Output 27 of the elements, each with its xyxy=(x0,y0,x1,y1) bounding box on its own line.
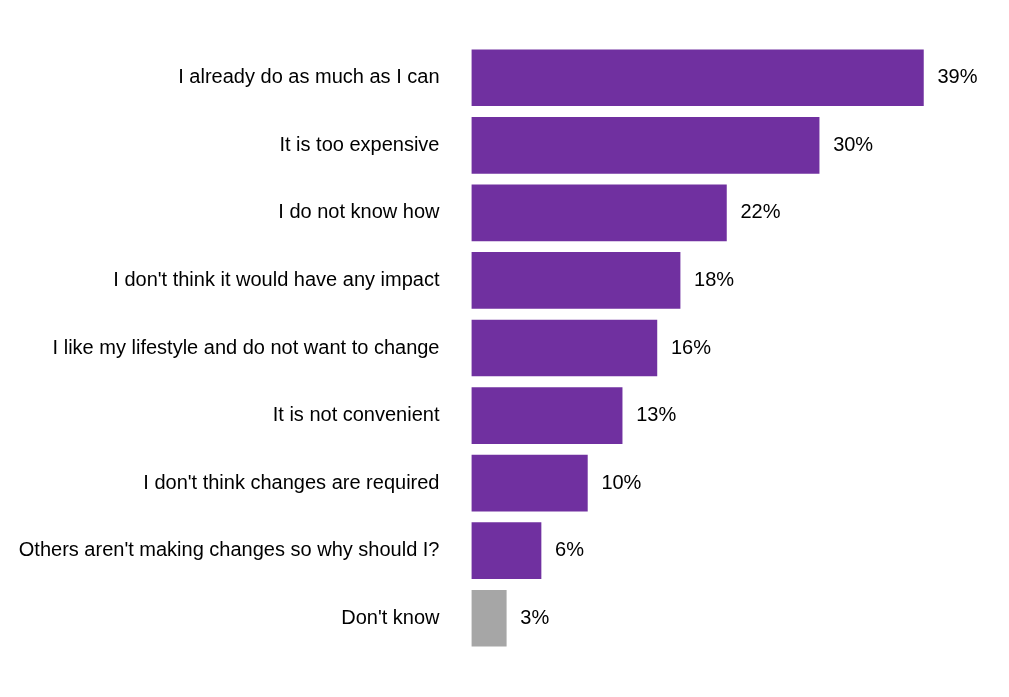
y-tick-label: It is not convenient xyxy=(272,403,440,426)
data-label: 6% xyxy=(555,538,585,561)
data-label: 16% xyxy=(670,335,712,358)
bar xyxy=(471,319,658,377)
data-label: 13% xyxy=(636,403,677,426)
y-tick-label: Don't know xyxy=(341,605,441,628)
y-tick-label: I don't think it would have any impact xyxy=(113,267,440,290)
bar xyxy=(471,117,820,174)
y-tick-label: Others aren't making changes so why should I? xyxy=(18,538,440,561)
bar xyxy=(471,184,727,242)
bar xyxy=(471,454,588,512)
bar xyxy=(471,252,681,309)
y-tick-label: I like my lifestyle and do not want to change xyxy=(52,335,440,358)
data-label: 3% xyxy=(520,605,550,628)
bar xyxy=(471,387,623,444)
data-label: 30% xyxy=(833,132,874,155)
y-tick-label: It is too expensive xyxy=(279,132,440,155)
data-label: 39% xyxy=(937,65,978,88)
bar xyxy=(471,49,924,107)
y-tick-label: I already do as much as I can xyxy=(178,65,440,88)
y-tick-label: I don't think changes are required xyxy=(143,470,440,493)
data-label: 22% xyxy=(740,200,781,223)
bar xyxy=(471,522,542,579)
bar xyxy=(471,589,507,647)
y-tick-label: I do not know how xyxy=(278,200,441,223)
data-label: 18% xyxy=(694,267,735,290)
data-label: 10% xyxy=(601,470,642,493)
